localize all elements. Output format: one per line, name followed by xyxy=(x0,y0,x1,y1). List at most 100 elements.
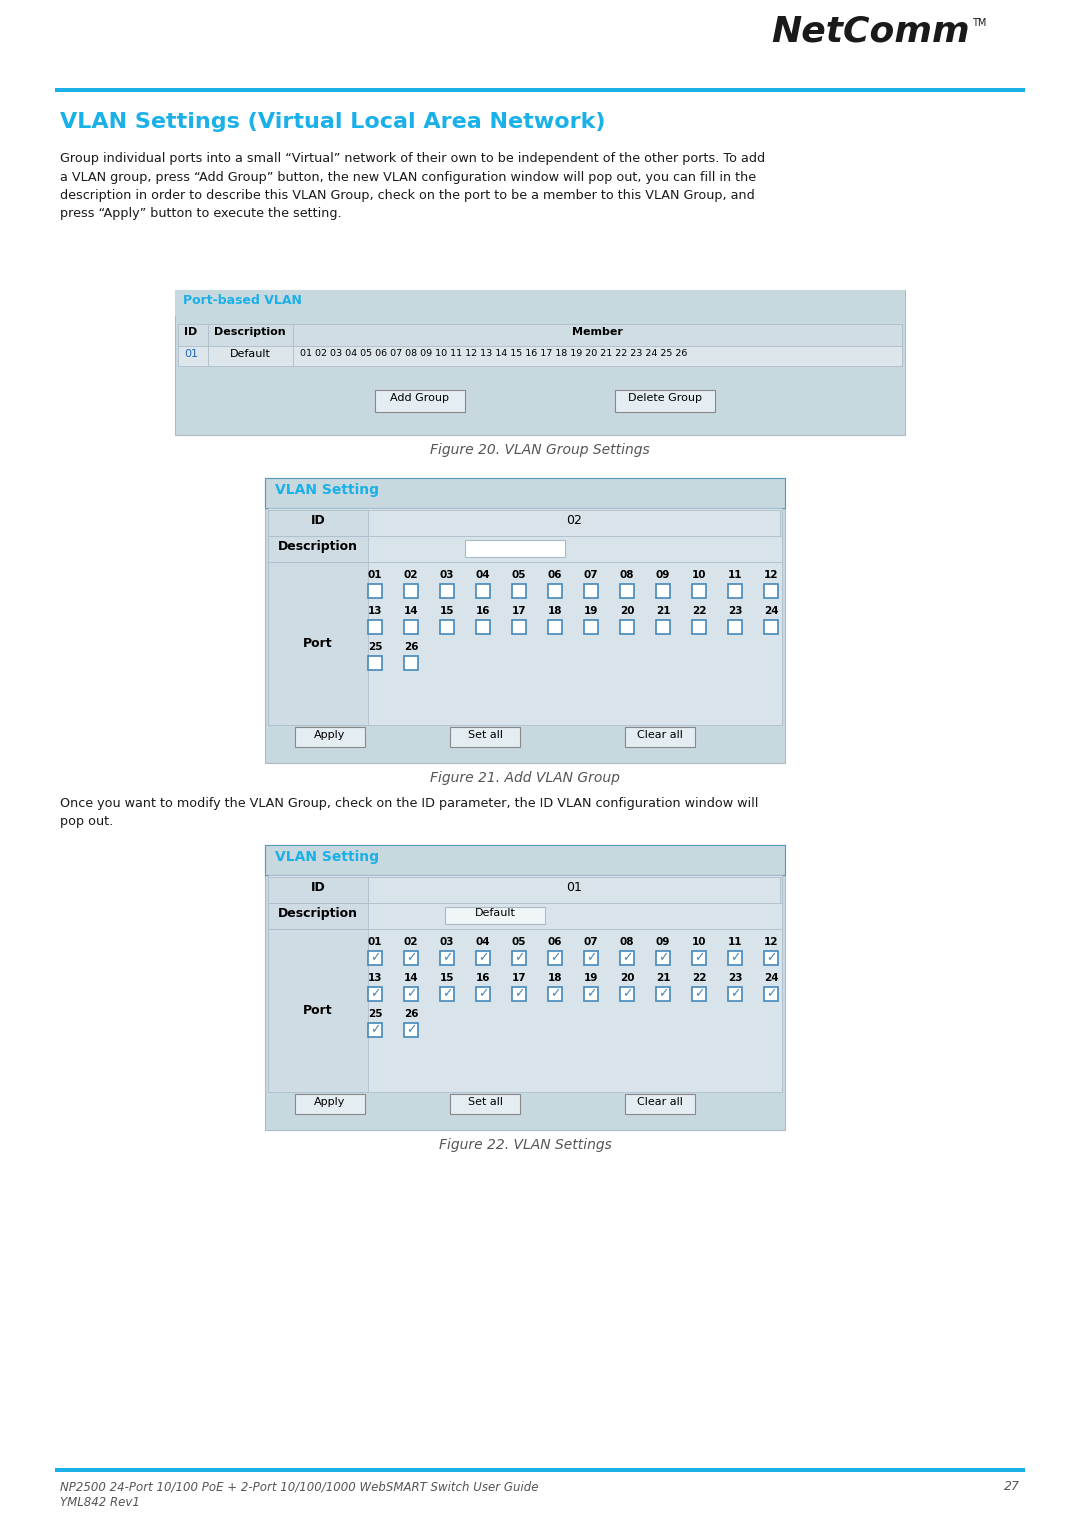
Text: VLAN Setting: VLAN Setting xyxy=(275,850,379,864)
Text: ✓: ✓ xyxy=(406,988,416,1000)
Bar xyxy=(656,987,670,1000)
Text: 25: 25 xyxy=(368,642,382,653)
Bar xyxy=(440,951,454,965)
Text: Set all: Set all xyxy=(468,1097,502,1108)
Text: 25: 25 xyxy=(368,1010,382,1019)
Bar xyxy=(512,951,526,965)
Bar xyxy=(55,87,1025,92)
Bar xyxy=(548,951,562,965)
Text: Port: Port xyxy=(303,1003,333,1017)
Bar xyxy=(728,584,742,597)
Text: NetComm: NetComm xyxy=(771,15,970,49)
Bar xyxy=(295,728,365,748)
Text: ✓: ✓ xyxy=(442,951,453,965)
Bar xyxy=(368,1023,382,1037)
Text: ✓: ✓ xyxy=(514,988,524,1000)
Text: Set all: Set all xyxy=(468,731,502,740)
Bar xyxy=(175,290,905,316)
Bar xyxy=(404,584,418,597)
Text: ✓: ✓ xyxy=(406,1023,416,1037)
Text: ✓: ✓ xyxy=(585,951,596,965)
Text: 01: 01 xyxy=(184,349,198,358)
Text: 18: 18 xyxy=(548,607,563,616)
Bar xyxy=(728,620,742,634)
Bar xyxy=(584,620,598,634)
Bar xyxy=(268,876,368,902)
Text: 12: 12 xyxy=(764,570,779,581)
Text: ✓: ✓ xyxy=(658,988,669,1000)
Bar xyxy=(728,987,742,1000)
Bar xyxy=(625,1094,696,1114)
Text: Figure 21. Add VLAN Group: Figure 21. Add VLAN Group xyxy=(430,771,620,784)
Text: 19: 19 xyxy=(584,973,598,984)
Text: 23: 23 xyxy=(728,973,742,984)
Bar xyxy=(265,846,785,1131)
Text: Description: Description xyxy=(278,907,357,921)
Bar xyxy=(178,323,208,346)
Bar xyxy=(692,584,706,597)
Bar xyxy=(268,510,782,536)
Bar xyxy=(764,951,778,965)
Text: 27: 27 xyxy=(1004,1480,1020,1494)
Text: 02: 02 xyxy=(404,938,418,947)
Text: ✓: ✓ xyxy=(730,951,740,965)
Text: ✓: ✓ xyxy=(369,951,380,965)
Text: 11: 11 xyxy=(728,570,742,581)
Bar xyxy=(764,987,778,1000)
Text: 21: 21 xyxy=(656,973,671,984)
Bar xyxy=(375,391,465,412)
Bar xyxy=(584,987,598,1000)
Text: ✓: ✓ xyxy=(658,951,669,965)
Text: 09: 09 xyxy=(656,570,671,581)
Text: Figure 22. VLAN Settings: Figure 22. VLAN Settings xyxy=(438,1138,611,1152)
Bar xyxy=(476,620,490,634)
Text: 07: 07 xyxy=(583,570,598,581)
Text: 02: 02 xyxy=(404,570,418,581)
Text: 05: 05 xyxy=(512,570,526,581)
Text: Member: Member xyxy=(572,326,623,337)
Text: 20: 20 xyxy=(620,973,634,984)
Bar xyxy=(404,951,418,965)
Bar xyxy=(268,562,368,725)
Text: 04: 04 xyxy=(475,570,490,581)
Text: Figure 20. VLAN Group Settings: Figure 20. VLAN Group Settings xyxy=(430,443,650,457)
Text: 09: 09 xyxy=(656,938,671,947)
Text: Once you want to modify the VLAN Group, check on the ID parameter, the ID VLAN c: Once you want to modify the VLAN Group, … xyxy=(60,797,758,829)
Bar xyxy=(265,478,785,763)
Text: ✓: ✓ xyxy=(730,988,740,1000)
Bar xyxy=(764,584,778,597)
Bar xyxy=(476,987,490,1000)
Text: 22: 22 xyxy=(692,973,706,984)
Bar xyxy=(465,539,565,558)
Bar xyxy=(512,987,526,1000)
Bar xyxy=(368,620,382,634)
Text: 01 02 03 04 05 06 07 08 09 10 11 12 13 14 15 16 17 18 19 20 21 22 23 24 25 26: 01 02 03 04 05 06 07 08 09 10 11 12 13 1… xyxy=(300,349,687,358)
Text: 16: 16 xyxy=(476,607,490,616)
Text: ID: ID xyxy=(311,515,325,527)
Text: 17: 17 xyxy=(512,607,526,616)
Text: 11: 11 xyxy=(728,938,742,947)
Text: 16: 16 xyxy=(476,973,490,984)
Text: 10: 10 xyxy=(692,938,706,947)
Bar xyxy=(265,478,785,509)
Bar xyxy=(584,951,598,965)
Text: 14: 14 xyxy=(404,973,418,984)
Bar xyxy=(368,951,382,965)
Text: ✓: ✓ xyxy=(550,988,561,1000)
Text: 08: 08 xyxy=(620,938,634,947)
Bar xyxy=(625,728,696,748)
Bar xyxy=(512,620,526,634)
Text: TM: TM xyxy=(972,18,986,28)
Text: 23: 23 xyxy=(728,607,742,616)
Text: ✓: ✓ xyxy=(369,1023,380,1037)
Text: ✓: ✓ xyxy=(766,951,777,965)
Bar xyxy=(584,584,598,597)
Text: ✓: ✓ xyxy=(369,988,380,1000)
Text: VLAN Setting: VLAN Setting xyxy=(275,483,379,496)
Text: 06: 06 xyxy=(548,938,563,947)
Bar xyxy=(268,902,782,928)
Text: NP2500 24-Port 10/100 PoE + 2-Port 10/100/1000 WebSMART Switch User Guide: NP2500 24-Port 10/100 PoE + 2-Port 10/10… xyxy=(60,1480,539,1494)
Text: 13: 13 xyxy=(368,607,382,616)
Bar xyxy=(692,620,706,634)
Bar xyxy=(268,928,368,1092)
